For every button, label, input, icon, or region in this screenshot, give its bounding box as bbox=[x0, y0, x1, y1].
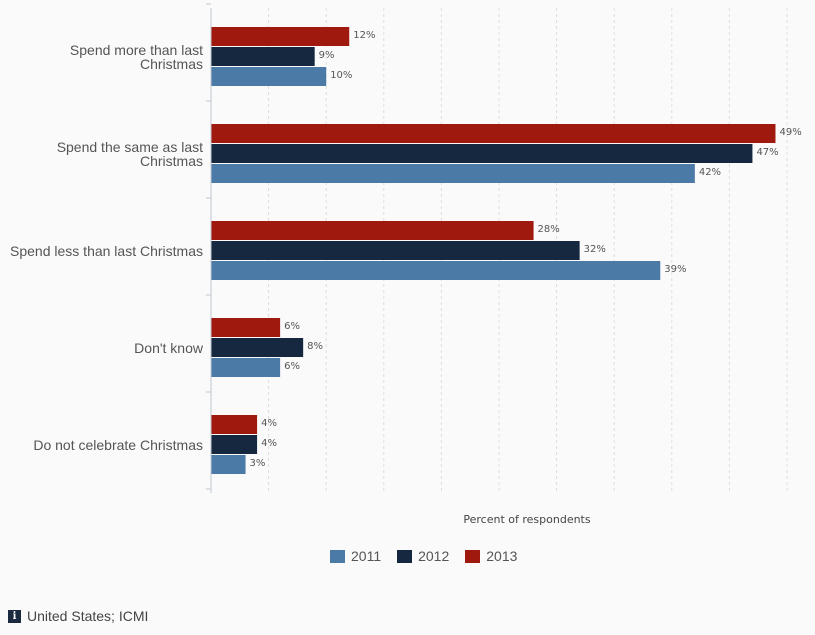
legend-swatch-2011 bbox=[330, 549, 345, 563]
bar-2011-2[interactable] bbox=[211, 261, 661, 280]
category-label-1-1: Christmas bbox=[140, 153, 203, 169]
bar-2011-0[interactable] bbox=[211, 67, 327, 86]
category-label-3-0: Don't know bbox=[134, 340, 204, 356]
bar-2011-1[interactable] bbox=[211, 164, 695, 183]
data-label-2011-2: 39% bbox=[664, 264, 686, 275]
legend-item-2013[interactable]: 2013 bbox=[465, 548, 517, 564]
data-label-2013-1: 49% bbox=[779, 127, 801, 138]
bar-2012-3[interactable] bbox=[211, 338, 304, 357]
info-icon[interactable]: i bbox=[8, 609, 21, 623]
data-label-2013-2: 28% bbox=[538, 224, 560, 235]
bars: 12% 9% 10% 49%47% 42% 28% 32% 39% 6% 8% 6% 4% 4% 3% bbox=[211, 27, 802, 474]
data-label-2012-0: 9% bbox=[319, 50, 335, 61]
bar-2012-0[interactable] bbox=[211, 47, 315, 66]
bar-chart: 12% 9% 10% 49%47% 42% 28% 32% 39% 6% 8% 6% 4% 4% 3% S… bbox=[10, 3, 802, 526]
bar-2012-1[interactable] bbox=[211, 144, 753, 163]
legend-label-2012: 2012 bbox=[418, 548, 450, 564]
legend-item-2011[interactable]: 2011 bbox=[330, 548, 381, 564]
bar-2012-2[interactable] bbox=[211, 241, 580, 260]
data-label-2013-3: 6% bbox=[284, 321, 300, 332]
legend-label-2011: 2011 bbox=[351, 548, 382, 564]
x-axis-title: Percent of respondents bbox=[463, 513, 590, 526]
data-label-2012-1: 47% bbox=[756, 147, 778, 158]
data-label-2013-0: 12% bbox=[353, 30, 375, 41]
data-label-2011-0: 10% bbox=[330, 70, 352, 81]
bar-2012-4[interactable] bbox=[211, 435, 258, 454]
data-label-2012-2: 32% bbox=[584, 244, 606, 255]
source-footer: i United States; ICMI bbox=[8, 608, 148, 624]
legend-swatch-2013 bbox=[465, 549, 481, 563]
category-label-4-0: Do not celebrate Christmas bbox=[33, 437, 203, 453]
data-label-2012-4: 4% bbox=[261, 438, 277, 449]
data-label-2011-4: 3% bbox=[250, 458, 266, 469]
data-label-2011-3: 6% bbox=[284, 361, 300, 372]
legend-label-2013: 2013 bbox=[486, 548, 518, 564]
legend-item-2012[interactable]: 2012 bbox=[397, 548, 449, 564]
data-label-2013-4: 4% bbox=[261, 418, 277, 429]
bar-2013-4[interactable] bbox=[211, 415, 258, 434]
category-label-1-0: Spend the same as last bbox=[57, 139, 203, 155]
data-label-2012-3: 8% bbox=[307, 341, 323, 352]
legend: 2011 2012 2013 bbox=[330, 548, 517, 564]
data-label-2011-1: 42% bbox=[699, 167, 721, 178]
category-label-0-0: Spend more than last bbox=[70, 42, 203, 58]
axis bbox=[206, 3, 212, 493]
category-label-0-1: Christmas bbox=[140, 56, 203, 72]
source-text: United States; ICMI bbox=[27, 608, 149, 624]
category-label-2-0: Spend less than last Christmas bbox=[10, 243, 203, 259]
bar-2013-3[interactable] bbox=[211, 318, 281, 337]
bar-2011-3[interactable] bbox=[211, 358, 281, 377]
legend-swatch-2012 bbox=[397, 549, 413, 563]
bar-2013-2[interactable] bbox=[211, 221, 534, 240]
bar-2013-0[interactable] bbox=[211, 27, 350, 46]
bar-2013-1[interactable] bbox=[211, 124, 776, 143]
bar-2011-4[interactable] bbox=[211, 455, 246, 474]
